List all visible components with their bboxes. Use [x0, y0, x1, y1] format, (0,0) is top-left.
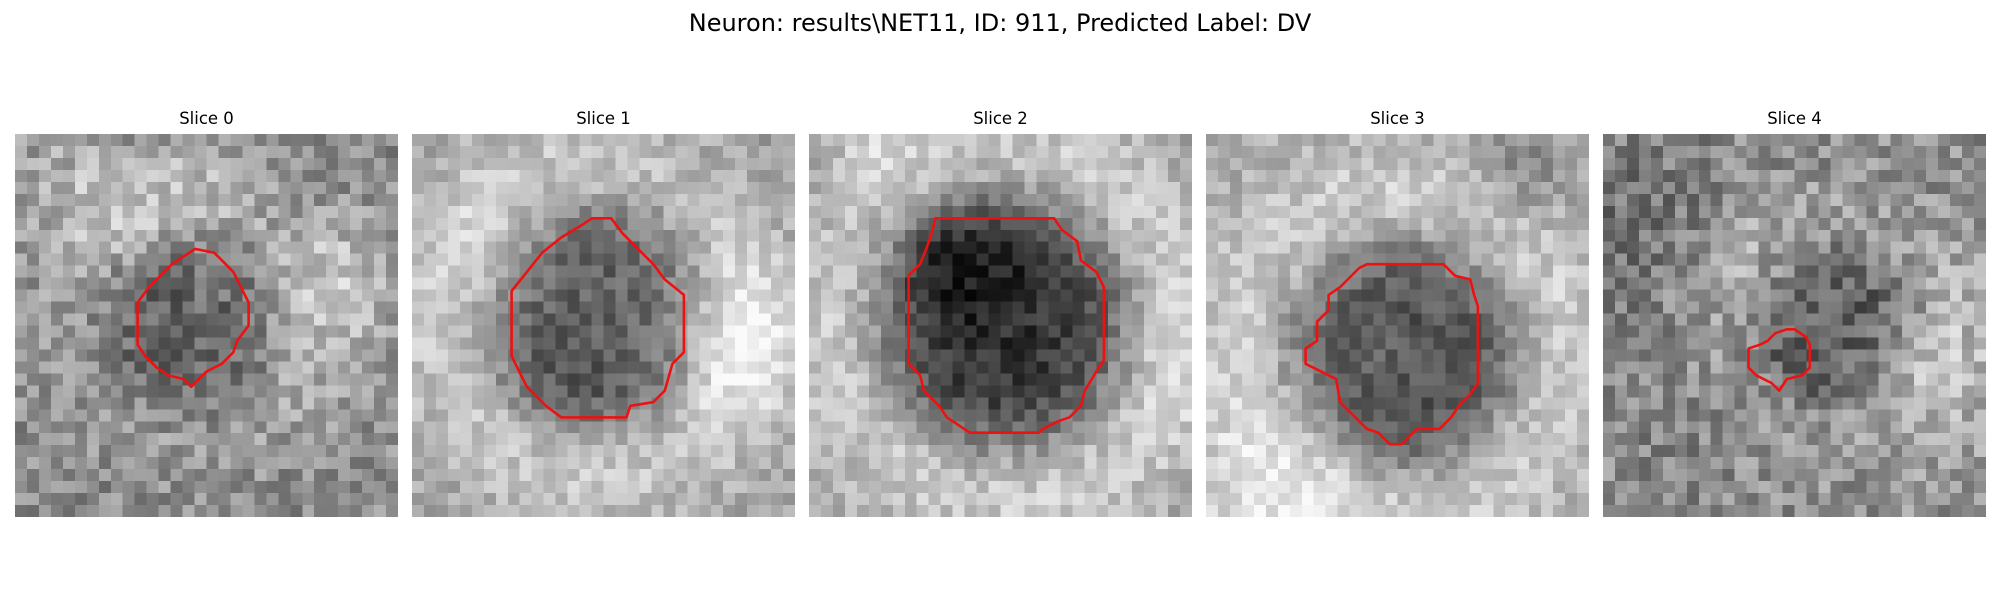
pixel-grid [412, 134, 795, 517]
pixel-grid [809, 134, 1192, 517]
slice-panel-0: Slice 0 [15, 108, 398, 526]
slice-title-4: Slice 4 [1603, 108, 1986, 130]
slice-panel-1: Slice 1 [412, 108, 795, 526]
slice-panel-2: Slice 2 [809, 108, 1192, 526]
slice-panel-3: Slice 3 [1206, 108, 1589, 526]
slice-image-3 [1206, 134, 1589, 517]
slice-image-4 [1603, 134, 1986, 517]
slice-image-2 [809, 134, 1192, 517]
slice-image-1 [412, 134, 795, 517]
pixel-grid [1206, 134, 1589, 517]
pixel-grid [1603, 134, 1986, 517]
slice-title-1: Slice 1 [412, 108, 795, 130]
pixel-grid [15, 134, 398, 517]
slice-image-0 [15, 134, 398, 517]
slice-title-0: Slice 0 [15, 108, 398, 130]
slice-title-3: Slice 3 [1206, 108, 1589, 130]
slice-title-2: Slice 2 [809, 108, 1192, 130]
slice-panel-4: Slice 4 [1603, 108, 1986, 526]
